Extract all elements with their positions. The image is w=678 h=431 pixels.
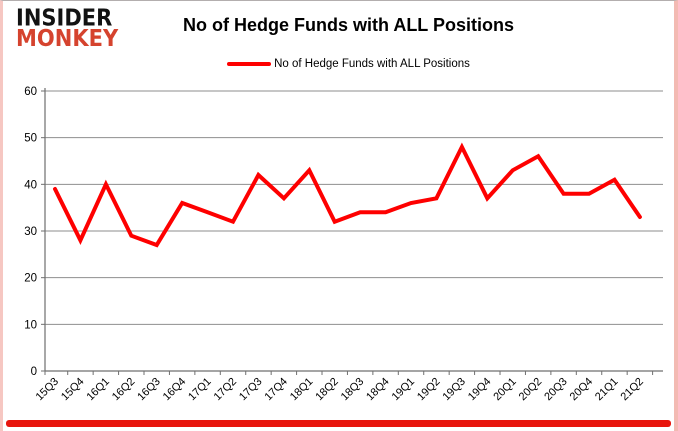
x-category-label: 18Q1 (288, 376, 316, 404)
x-category-label: 18Q4 (364, 376, 392, 404)
x-category-label: 21Q2 (618, 376, 646, 404)
x-category-label: 19Q4 (466, 376, 494, 404)
x-category-label: 20Q3 (542, 376, 570, 404)
x-category-label: 20Q2 (517, 376, 545, 404)
bottom-red-bar (6, 420, 671, 427)
x-category-label: 16Q2 (110, 376, 138, 404)
logo-monkey-text: MONKEY (16, 25, 119, 52)
x-category-label: 15Q4 (59, 376, 87, 404)
y-tick-label: 40 (24, 179, 37, 191)
x-category-label: 17Q4 (262, 376, 290, 404)
x-category-label: 18Q2 (313, 376, 341, 404)
x-category-label: 19Q2 (415, 376, 443, 404)
y-tick-label: 50 (24, 133, 37, 145)
y-tick-label: 20 (24, 273, 37, 285)
x-category-label: 16Q3 (135, 376, 163, 404)
x-category-label: 15Q3 (34, 376, 62, 404)
x-category-label: 18Q3 (339, 376, 367, 404)
x-category-label: 16Q4 (161, 376, 189, 404)
legend-label: No of Hedge Funds with ALL Positions (274, 58, 470, 70)
y-tick-label: 30 (24, 226, 37, 238)
chart-title: No of Hedge Funds with ALL Positions (183, 15, 514, 35)
y-tick-label: 0 (31, 366, 37, 378)
x-category-label: 17Q3 (237, 376, 265, 404)
x-category-label: 16Q1 (84, 376, 112, 404)
chart-legend: No of Hedge Funds with ALL Positions (23, 58, 674, 70)
logo-insider-text: INSIDER (16, 4, 113, 31)
line-chart: 010203040506015Q315Q416Q116Q216Q316Q417Q… (24, 86, 663, 404)
y-tick-label: 10 (24, 319, 37, 331)
legend-line-marker (227, 62, 272, 66)
x-category-label: 17Q1 (186, 376, 214, 404)
insider-monkey-logo: INSIDER MONKEY (16, 4, 119, 52)
y-tick-label: 60 (24, 86, 37, 98)
x-category-label: 21Q1 (593, 376, 621, 404)
x-category-label: 19Q1 (390, 376, 418, 404)
x-category-label: 20Q1 (491, 376, 519, 404)
data-series-line (53, 142, 642, 248)
x-category-label: 17Q2 (212, 376, 240, 404)
x-category-label: 20Q4 (568, 376, 596, 404)
x-category-label: 19Q3 (440, 376, 468, 404)
